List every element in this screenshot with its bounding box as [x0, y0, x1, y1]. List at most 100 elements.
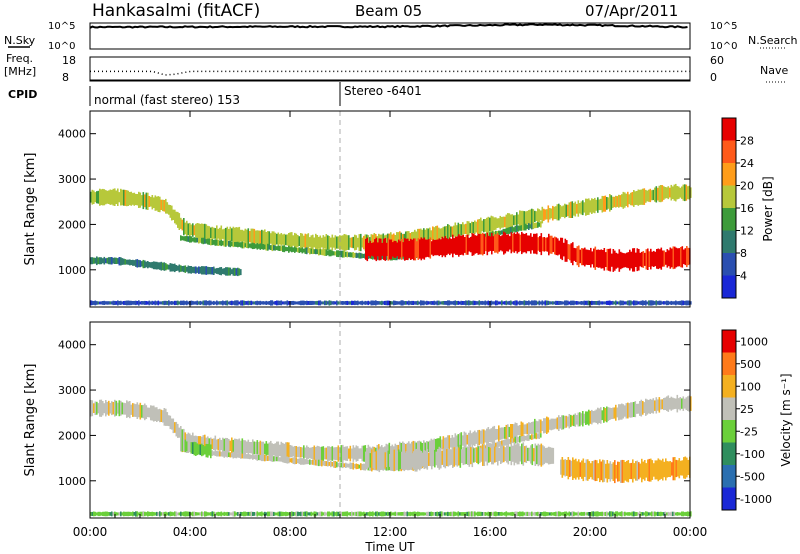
velocity-echo-cell: [559, 511, 562, 517]
velocity-echo-cell: [588, 461, 591, 480]
velocity-echo-cell: [342, 511, 344, 517]
power-echo-cell: [268, 245, 271, 250]
velocity-ytick-label: 3000: [58, 384, 86, 397]
velocity-echo-cell: [204, 434, 206, 451]
power-echo-cell: [404, 238, 406, 261]
power-echo-cell: [650, 248, 652, 270]
power-echo-cell: [202, 223, 205, 240]
power-echo-cell: [333, 237, 335, 248]
power-echo-cell: [546, 300, 548, 306]
velocity-echo-cell: [208, 446, 211, 456]
power-echo-cell: [461, 235, 463, 255]
power-echo-cell: [506, 234, 508, 252]
power-echo-cell: [259, 230, 262, 245]
velocity-echo-cell: [271, 443, 274, 456]
power-echo-cell: [184, 236, 187, 242]
velocity-echo-cell: [451, 435, 454, 450]
velocity-echo-cell: [407, 450, 409, 471]
power-echo-cell: [316, 235, 319, 251]
power-echo-cell: [363, 253, 365, 258]
freq-panel-frame: [89, 56, 691, 82]
velocity-echo-cell: [109, 512, 112, 516]
power-echo-cell: [354, 253, 356, 258]
velocity-echo-cell: [438, 438, 440, 452]
power-echo-cell: [423, 237, 426, 260]
velocity-echo-cell: [196, 443, 199, 456]
time-tick-label: 00:00: [673, 525, 708, 539]
power-echo-cell: [492, 216, 494, 232]
velocity-echo-cell: [114, 511, 116, 517]
velocity-echo-cell: [304, 459, 307, 465]
power-echo-cell: [292, 235, 295, 246]
velocity-echo-cell: [517, 511, 520, 516]
power-echo-cell: [187, 236, 190, 242]
power-echo-cell: [214, 228, 217, 239]
velocity-echo-cell: [664, 511, 667, 517]
velocity-echo-cell: [319, 511, 322, 517]
power-echo-cell: [377, 242, 379, 257]
power-echo-cell: [283, 233, 286, 246]
power-echo-cell: [466, 300, 469, 306]
velocity-echo-cell: [207, 444, 209, 458]
power-echo-cell: [480, 301, 482, 305]
power-echo-cell: [687, 247, 690, 266]
power-echo-cell: [328, 236, 331, 250]
velocity-echo-cell: [346, 463, 349, 468]
power-echo-cell: [399, 231, 401, 248]
velocity-echo-cell: [385, 443, 388, 460]
power-echo-cell: [402, 234, 404, 245]
power-echo-cell: [509, 236, 511, 250]
power-echo-cell: [147, 192, 149, 210]
power-echo-cell: [510, 226, 512, 234]
velocity-echo-cell: [684, 456, 687, 479]
velocity-ytick-label: 1000: [58, 475, 86, 488]
velocity-echo-cell: [608, 463, 610, 480]
velocity-echo-cell: [259, 511, 262, 516]
velocity-echo-cell: [405, 512, 407, 516]
power-echo-cell: [555, 237, 558, 256]
velocity-echo-cell: [619, 404, 622, 420]
power-echo-cell: [202, 237, 205, 245]
power-echo-cell: [366, 301, 368, 305]
velocity-echo-cell: [480, 430, 482, 444]
power-echo-cell: [370, 300, 373, 306]
velocity-echo-cell: [453, 511, 455, 517]
velocity-ylabel: Slant Range [km]: [23, 364, 38, 477]
power-echo-cell: [306, 247, 308, 255]
power-echo-cell: [591, 251, 594, 265]
velocity-echo-cell: [457, 511, 460, 517]
power-echo-cell: [285, 234, 287, 246]
power-echo-cell: [310, 248, 313, 254]
power-echo-cell: [106, 190, 109, 204]
velocity-echo-cell: [277, 441, 280, 459]
power-echo-cell: [90, 257, 92, 265]
power-echo-cell: [316, 300, 319, 305]
power-echo-cell: [154, 261, 157, 270]
velocity-echo-cell: [405, 451, 408, 470]
power-echo-cell: [123, 258, 125, 265]
power-echo-cell: [467, 234, 469, 255]
power-echo-cell: [153, 301, 155, 305]
velocity-echo-cell: [556, 417, 559, 430]
velocity-echo-cell: [439, 436, 442, 453]
velocity-echo-cell: [411, 441, 413, 457]
velocity-echo-cell: [277, 511, 280, 517]
power-echo-cell: [244, 243, 247, 248]
power-echo-cell: [232, 241, 235, 248]
velocity-echo-cell: [658, 397, 661, 413]
velocity-echo-cell: [547, 417, 550, 433]
velocity-echo-cell: [670, 511, 673, 517]
power-echo-cell: [289, 232, 292, 249]
power-echo-cell: [420, 237, 423, 261]
power-echo-cell: [136, 259, 139, 268]
power-echo-cell: [626, 252, 628, 268]
power-echo-cell: [608, 248, 610, 271]
velocity-echo-cell: [475, 512, 478, 516]
velocity-echo-cell: [447, 448, 450, 467]
power-echo-cell: [99, 257, 101, 265]
velocity-echo-cell: [321, 511, 323, 517]
velocity-echo-cell: [159, 408, 161, 423]
power-echo-cell: [687, 186, 689, 200]
freq-unit: [MHz]: [4, 65, 36, 78]
velocity-echo-cell: [210, 437, 212, 450]
